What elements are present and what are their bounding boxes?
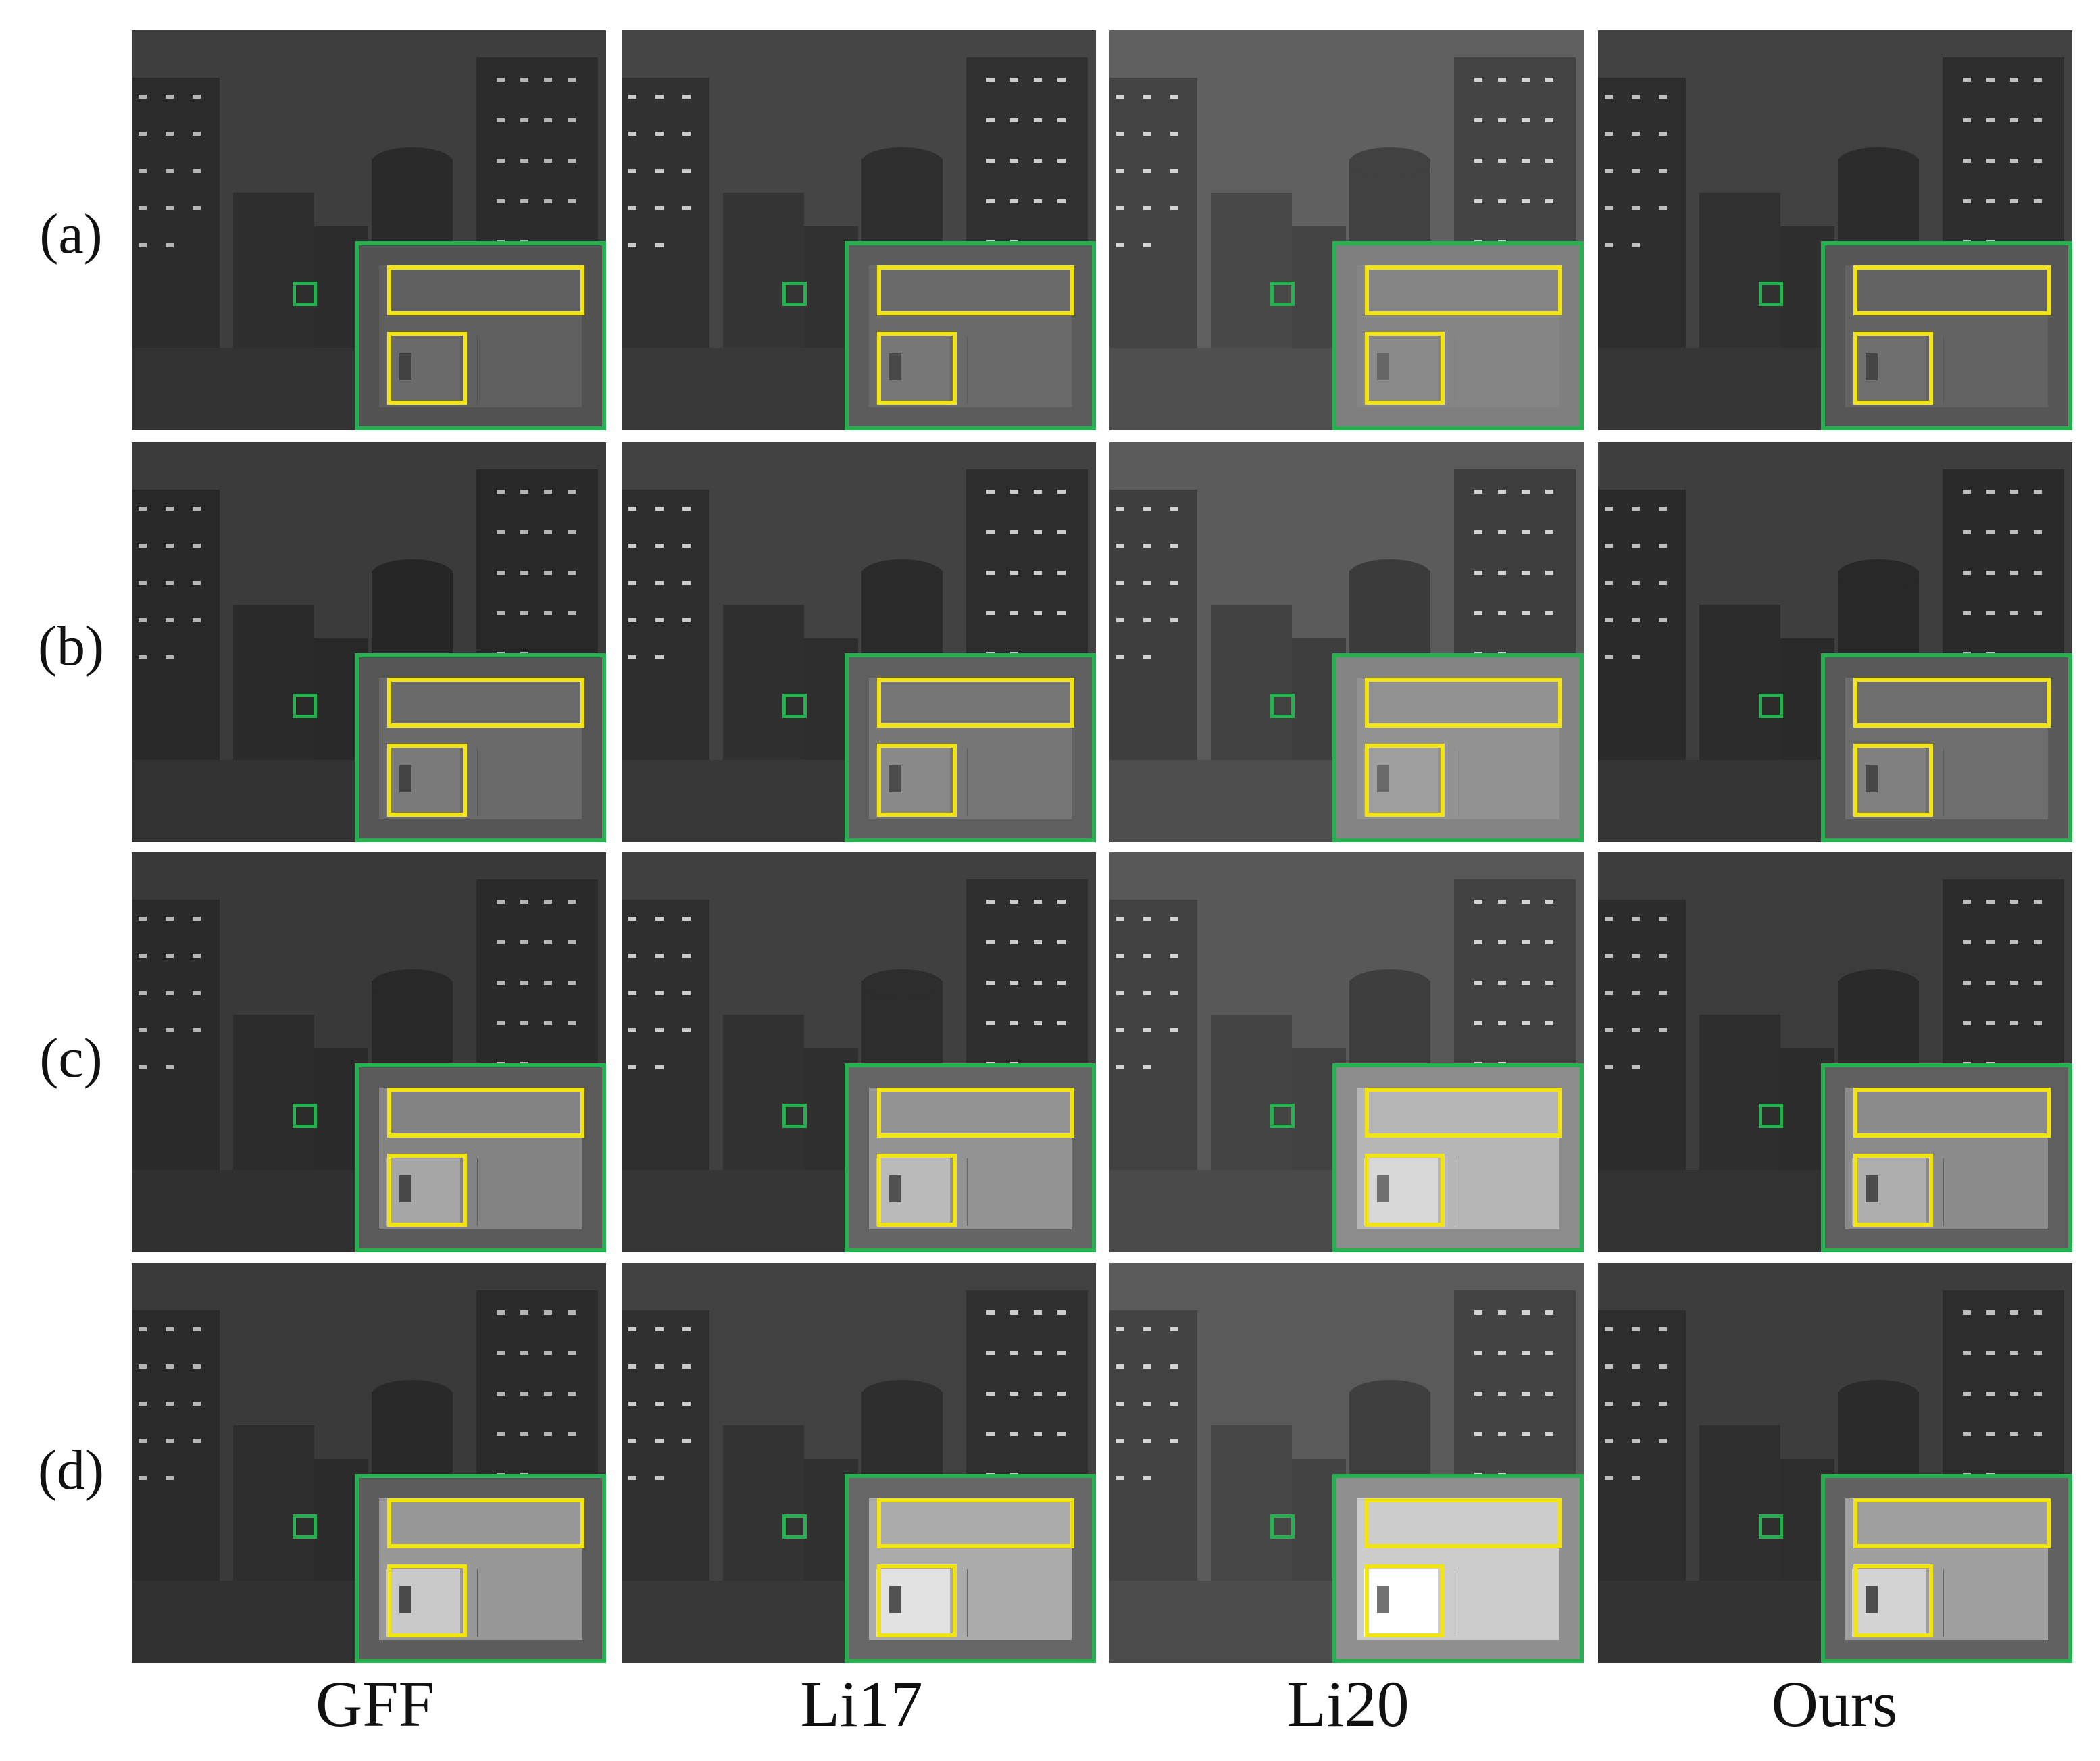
detail-box xyxy=(1365,1498,1562,1548)
detail-box xyxy=(387,744,467,817)
zoom-inset xyxy=(355,1063,606,1252)
detail-box xyxy=(1365,332,1445,405)
region-marker-box xyxy=(293,1514,317,1539)
detail-box xyxy=(1853,678,2051,728)
region-marker-box xyxy=(1759,1514,1783,1539)
row-label: (b) xyxy=(38,615,104,678)
result-image xyxy=(622,30,1096,430)
result-image xyxy=(622,442,1096,842)
row-label: (c) xyxy=(39,1027,103,1090)
result-image xyxy=(132,852,606,1252)
region-marker-box xyxy=(782,1104,807,1128)
zoom-inset xyxy=(845,1063,1096,1252)
zoom-inset xyxy=(1821,653,2072,842)
detail-box xyxy=(387,1154,467,1227)
result-image xyxy=(1109,30,1584,430)
result-image xyxy=(622,852,1096,1252)
method-label: Ours xyxy=(1771,1668,1898,1740)
row-label: (a) xyxy=(39,203,103,265)
zoom-inset xyxy=(1821,1063,2072,1252)
zoom-inset xyxy=(845,1474,1096,1663)
detail-box xyxy=(387,332,467,405)
result-image xyxy=(1109,442,1584,842)
detail-box xyxy=(877,678,1074,728)
detail-box xyxy=(1853,1154,1933,1227)
detail-box xyxy=(1365,1154,1445,1227)
detail-box xyxy=(877,332,957,405)
result-image xyxy=(132,1263,606,1663)
region-marker-box xyxy=(782,694,807,718)
row-label: (d) xyxy=(38,1439,104,1502)
region-marker-box xyxy=(1270,694,1295,718)
zoom-inset xyxy=(1821,1474,2072,1663)
result-image xyxy=(1598,852,2072,1252)
detail-box xyxy=(1365,265,1562,315)
region-marker-box xyxy=(293,694,317,718)
detail-box xyxy=(877,265,1074,315)
detail-box xyxy=(1853,332,1933,405)
detail-box xyxy=(1853,265,2051,315)
result-image xyxy=(1598,442,2072,842)
region-marker-box xyxy=(1270,1104,1295,1128)
zoom-inset xyxy=(845,653,1096,842)
detail-box xyxy=(877,1088,1074,1138)
region-marker-box xyxy=(1270,282,1295,306)
region-marker-box xyxy=(1759,1104,1783,1128)
region-marker-box xyxy=(293,1104,317,1128)
result-image xyxy=(1598,1263,2072,1663)
zoom-inset xyxy=(1821,241,2072,430)
detail-box xyxy=(1853,1564,1933,1637)
result-image xyxy=(1109,852,1584,1252)
region-marker-box xyxy=(293,282,317,306)
detail-box xyxy=(387,1088,584,1138)
detail-box xyxy=(387,265,584,315)
result-image xyxy=(622,1263,1096,1663)
result-image xyxy=(1598,30,2072,430)
method-label: Li20 xyxy=(1286,1668,1409,1740)
detail-box xyxy=(1365,678,1562,728)
detail-box xyxy=(877,1154,957,1227)
detail-box xyxy=(877,1564,957,1637)
method-label: GFF xyxy=(315,1668,435,1740)
region-marker-box xyxy=(1759,282,1783,306)
zoom-inset xyxy=(1332,653,1584,842)
zoom-inset xyxy=(1332,241,1584,430)
zoom-inset xyxy=(355,1474,606,1663)
detail-box xyxy=(387,678,584,728)
zoom-inset xyxy=(355,241,606,430)
result-image xyxy=(132,442,606,842)
detail-box xyxy=(1365,1088,1562,1138)
method-label: Li17 xyxy=(800,1668,923,1740)
zoom-inset xyxy=(1332,1474,1584,1663)
result-image xyxy=(132,30,606,430)
detail-box xyxy=(1853,1498,2051,1548)
region-marker-box xyxy=(1270,1514,1295,1539)
region-marker-box xyxy=(782,1514,807,1539)
detail-box xyxy=(387,1564,467,1637)
detail-box xyxy=(387,1498,584,1548)
region-marker-box xyxy=(1759,694,1783,718)
detail-box xyxy=(1853,1088,2051,1138)
detail-box xyxy=(1365,744,1445,817)
detail-box xyxy=(877,744,957,817)
region-marker-box xyxy=(782,282,807,306)
detail-box xyxy=(1853,744,1933,817)
result-image xyxy=(1109,1263,1584,1663)
detail-box xyxy=(1365,1564,1445,1637)
detail-box xyxy=(877,1498,1074,1548)
zoom-inset xyxy=(845,241,1096,430)
zoom-inset xyxy=(355,653,606,842)
zoom-inset xyxy=(1332,1063,1584,1252)
